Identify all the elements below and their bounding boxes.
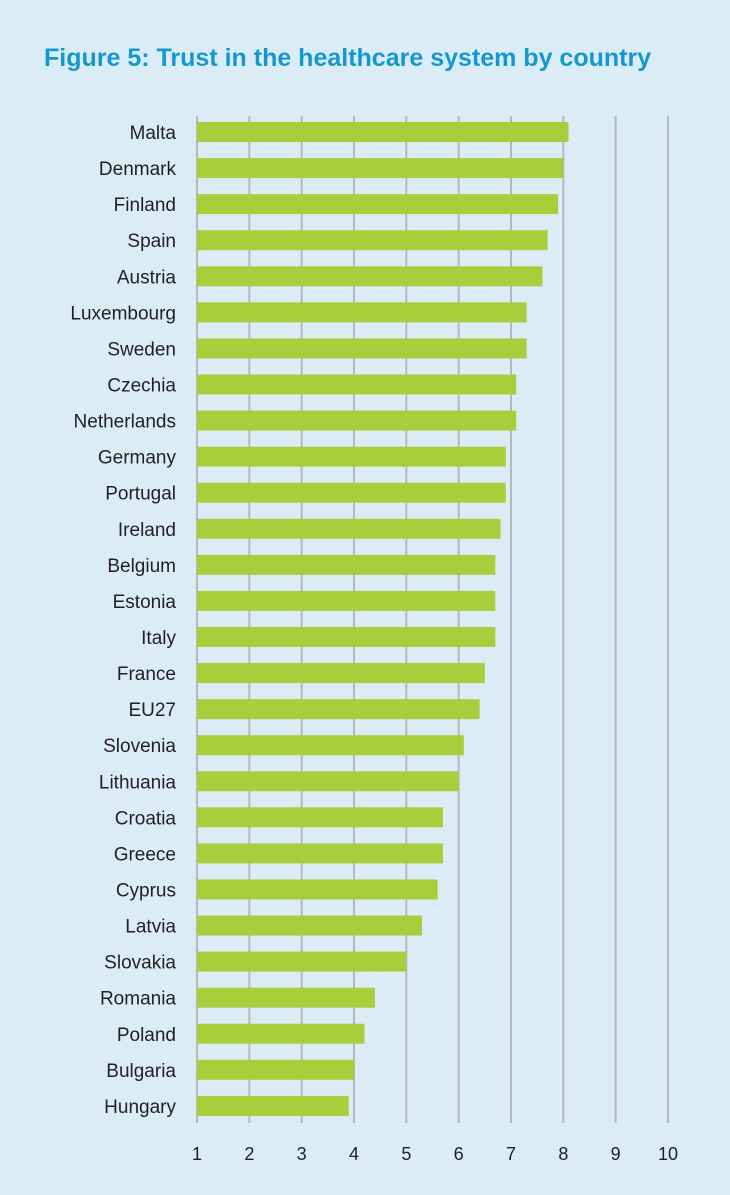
category-label: Denmark (99, 159, 177, 180)
category-label: Latvia (125, 917, 176, 938)
category-label: Malta (130, 123, 177, 144)
category-label: Netherlands (74, 412, 176, 433)
bar (197, 374, 517, 395)
bar (197, 807, 443, 828)
bar (197, 771, 459, 792)
x-tick-label: 10 (658, 1144, 678, 1164)
bar (197, 338, 527, 359)
bar (197, 951, 407, 972)
x-tick-label: 2 (244, 1144, 254, 1164)
category-label: Austria (117, 267, 177, 288)
category-label: Czechia (107, 375, 176, 396)
category-label: Hungary (104, 1097, 176, 1118)
bar (197, 735, 464, 756)
bar (197, 987, 375, 1008)
category-label: EU27 (128, 700, 176, 721)
bar (197, 302, 527, 323)
bar (197, 626, 496, 647)
category-label: Bulgaria (106, 1061, 176, 1082)
category-label: Slovakia (104, 953, 176, 974)
category-label: Lithuania (99, 772, 177, 793)
category-label: Poland (117, 1025, 176, 1046)
category-label: Cyprus (116, 880, 176, 901)
bar (197, 158, 564, 179)
category-label: Belgium (107, 556, 176, 577)
bar (197, 915, 423, 936)
x-tick-label: 3 (297, 1144, 307, 1164)
bar (197, 554, 496, 575)
x-axis-ticks: 1 2 3 4 5 6 7 8 9 10 (192, 1144, 678, 1164)
bar (197, 410, 517, 431)
bar (197, 482, 506, 503)
bar (197, 1059, 354, 1080)
category-label: France (117, 664, 176, 685)
bar (197, 122, 569, 142)
category-label: Italy (141, 628, 176, 649)
bar (197, 843, 443, 864)
category-label: Sweden (107, 339, 176, 360)
category-label: Slovenia (103, 736, 176, 757)
x-tick-label: 6 (454, 1144, 464, 1164)
x-tick-label: 4 (349, 1144, 359, 1164)
x-tick-label: 7 (506, 1144, 516, 1164)
bar (197, 699, 480, 720)
x-tick-label: 9 (611, 1144, 621, 1164)
bar (197, 518, 501, 539)
bar (197, 1095, 349, 1116)
chart-title: Figure 5: Trust in the healthcare system… (44, 44, 652, 72)
bars (197, 122, 569, 1116)
bar (197, 194, 559, 215)
category-label: Croatia (115, 808, 177, 829)
x-tick-label: 1 (192, 1144, 202, 1164)
category-label: Portugal (105, 484, 176, 505)
bar (197, 590, 496, 611)
bar (197, 446, 506, 467)
category-label: Ireland (118, 520, 176, 541)
bar (197, 230, 548, 251)
category-label: Spain (127, 231, 176, 252)
category-label: Luxembourg (70, 303, 176, 324)
category-label: Germany (98, 448, 177, 469)
bar (197, 663, 485, 684)
category-label: Romania (100, 989, 176, 1010)
category-label: Greece (114, 844, 176, 865)
bar (197, 266, 543, 287)
x-tick-label: 8 (558, 1144, 568, 1164)
category-labels: Malta Denmark Finland Spain Austria Luxembour… (70, 123, 176, 1118)
category-label: Estonia (113, 592, 177, 613)
category-label: Finland (114, 195, 176, 216)
x-tick-label: 5 (401, 1144, 411, 1164)
bar (197, 1023, 365, 1044)
bar (197, 879, 438, 900)
